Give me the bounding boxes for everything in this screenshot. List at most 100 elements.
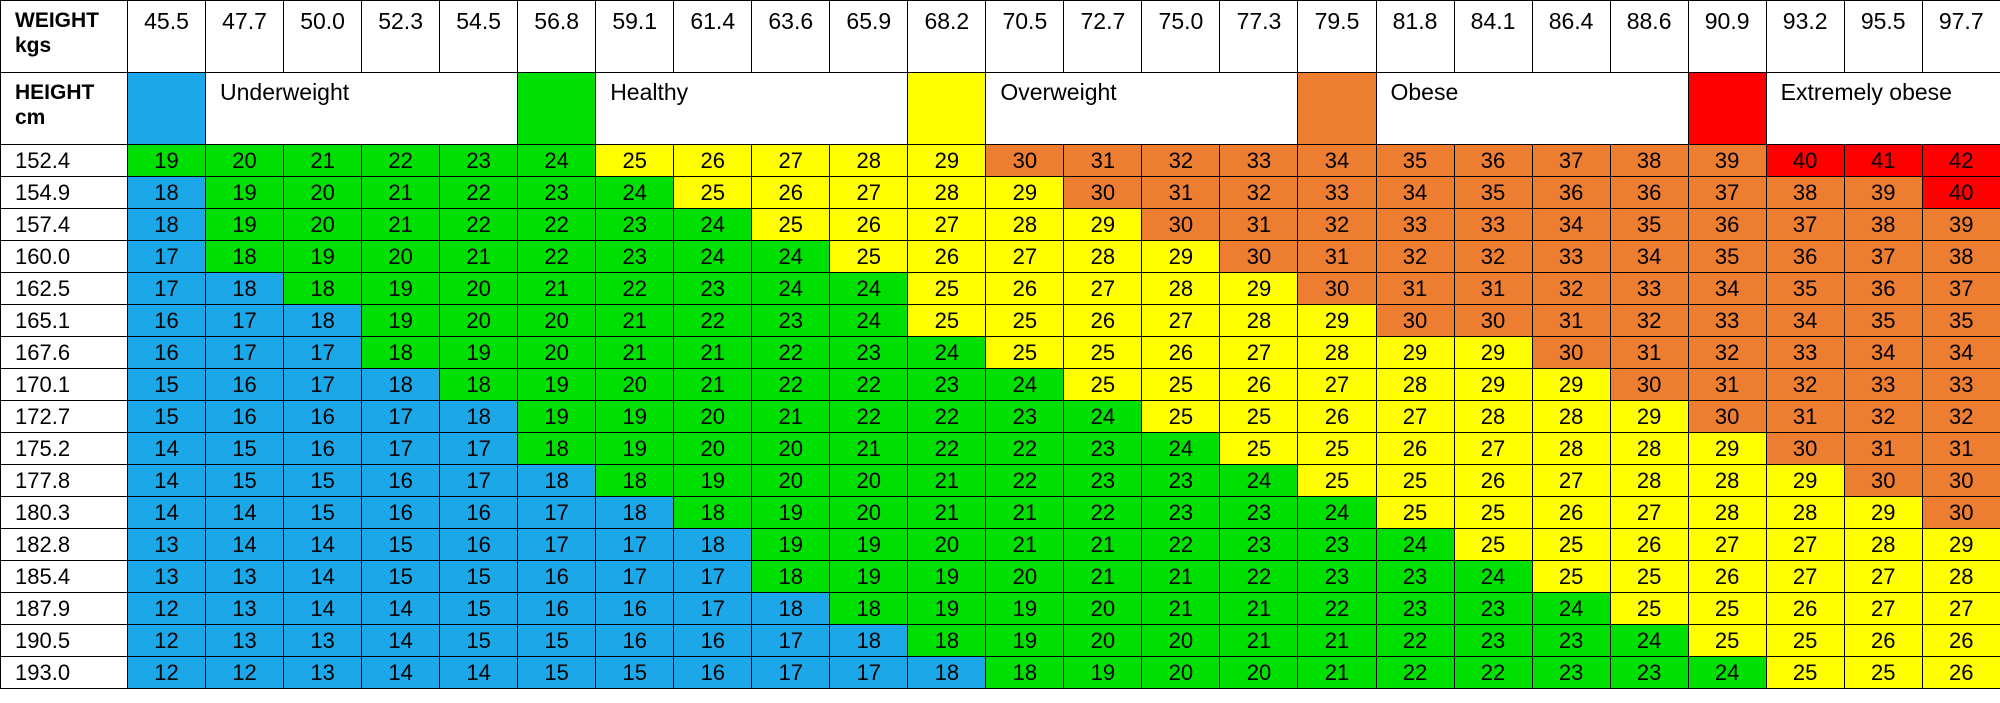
bmi-cell: 34 — [1687, 272, 1767, 305]
bmi-cell: 26 — [673, 144, 753, 177]
bmi-cell: 18 — [439, 400, 519, 433]
bmi-cell: 16 — [595, 624, 675, 657]
bmi-cell: 20 — [517, 336, 597, 369]
bmi-cell: 32 — [1609, 304, 1689, 337]
bmi-cell: 25 — [1141, 368, 1221, 401]
bmi-cell: 18 — [829, 592, 909, 625]
bmi-cell: 41 — [1843, 144, 1923, 177]
bmi-cell: 23 — [907, 368, 987, 401]
weight-tick-label: 79.5 — [1297, 0, 1377, 73]
bmi-cell: 18 — [517, 432, 597, 465]
bmi-cell: 35 — [1375, 144, 1455, 177]
bmi-cell: 20 — [283, 176, 363, 209]
bmi-cell: 17 — [361, 432, 441, 465]
bmi-cell: 22 — [1453, 656, 1533, 689]
weight-tick-label: 72.7 — [1063, 0, 1143, 73]
bmi-cell: 21 — [517, 272, 597, 305]
bmi-cell: 36 — [1843, 272, 1923, 305]
bmi-cell: 26 — [1531, 496, 1611, 529]
weight-tick-label: 54.5 — [439, 0, 519, 73]
bmi-cell: 27 — [1141, 304, 1221, 337]
bmi-cell: 28 — [1921, 560, 2000, 593]
bmi-cell: 19 — [595, 400, 675, 433]
bmi-cell: 28 — [1609, 432, 1689, 465]
bmi-cell: 29 — [1609, 400, 1689, 433]
bmi-cell: 22 — [595, 272, 675, 305]
bmi-cell: 19 — [751, 496, 831, 529]
bmi-cell: 21 — [1219, 624, 1299, 657]
bmi-cell: 31 — [1687, 368, 1767, 401]
bmi-cell: 14 — [205, 496, 285, 529]
weight-tick-label: 59.1 — [595, 0, 675, 73]
weight-tick-label: 63.6 — [751, 0, 831, 73]
bmi-cell: 14 — [126, 432, 207, 465]
bmi-cell: 33 — [1219, 144, 1299, 177]
weight-tick-label: 97.7 — [1921, 0, 2000, 73]
bmi-cell: 38 — [1921, 240, 2000, 273]
bmi-cell: 19 — [439, 336, 519, 369]
bmi-cell: 32 — [1141, 144, 1221, 177]
height-tick-label: 172.7 — [0, 400, 128, 433]
bmi-cell: 27 — [1687, 528, 1767, 561]
bmi-cell: 28 — [1219, 304, 1299, 337]
bmi-cell: 15 — [126, 400, 207, 433]
bmi-cell: 26 — [1375, 432, 1455, 465]
bmi-cell: 22 — [517, 208, 597, 241]
bmi-cell: 33 — [1765, 336, 1845, 369]
bmi-cell: 26 — [829, 208, 909, 241]
height-tick-label: 162.5 — [0, 272, 128, 305]
bmi-cell: 19 — [361, 304, 441, 337]
bmi-cell: 18 — [751, 592, 831, 625]
height-tick-label: 167.6 — [0, 336, 128, 369]
table-row: 162.5 17 18 18 19 20 21 22 23 24 24 25 26 27 28 29 30 31 3… — [0, 272, 2000, 305]
bmi-cell: 17 — [673, 592, 753, 625]
table-row: 172.7 15 16 16 17 18 19 19 20 21 22 22 23 24 25 25 26 27 2… — [0, 400, 2000, 433]
bmi-cell: 22 — [985, 464, 1065, 497]
bmi-cell: 17 — [283, 368, 363, 401]
bmi-cell: 27 — [907, 208, 987, 241]
bmi-cell: 37 — [1921, 272, 2000, 305]
bmi-cell: 25 — [1219, 432, 1299, 465]
bmi-cell: 21 — [361, 176, 441, 209]
bmi-cell: 17 — [283, 336, 363, 369]
legend-row: HEIGHT cm Underweight Healthy Overweight Ob… — [0, 72, 2000, 145]
bmi-cell: 24 — [829, 304, 909, 337]
bmi-cell: 17 — [439, 464, 519, 497]
bmi-cell: 24 — [907, 336, 987, 369]
bmi-cell: 39 — [1921, 208, 2000, 241]
bmi-cell: 18 — [907, 624, 987, 657]
bmi-cell: 35 — [1765, 272, 1845, 305]
bmi-cell: 24 — [673, 240, 753, 273]
bmi-cell: 33 — [1921, 368, 2000, 401]
bmi-cell: 31 — [1375, 272, 1455, 305]
bmi-cell: 28 — [907, 176, 987, 209]
bmi-cell: 16 — [439, 528, 519, 561]
bmi-cell: 26 — [985, 272, 1065, 305]
bmi-cell: 29 — [1297, 304, 1377, 337]
bmi-cell: 28 — [1609, 464, 1689, 497]
table-row: 182.8 13 14 14 15 16 17 17 18 19 19 20 21 21 22 23 23 24 2… — [0, 528, 2000, 561]
bmi-cell: 14 — [283, 560, 363, 593]
bmi-cell: 24 — [595, 176, 675, 209]
bmi-cell: 28 — [829, 144, 909, 177]
bmi-cell: 27 — [1843, 560, 1923, 593]
bmi-cell: 20 — [907, 528, 987, 561]
bmi-cell: 21 — [595, 336, 675, 369]
legend-label-obese: Obese — [1375, 72, 1689, 145]
legend-swatch-overweight — [907, 72, 987, 145]
legend-swatch-obese — [1297, 72, 1377, 145]
legend-swatch-underweight — [126, 72, 207, 145]
bmi-cell: 23 — [751, 304, 831, 337]
bmi-cell: 24 — [1063, 400, 1143, 433]
bmi-cell: 14 — [283, 592, 363, 625]
bmi-cell: 22 — [361, 144, 441, 177]
bmi-cell: 22 — [1063, 496, 1143, 529]
bmi-cell: 28 — [1531, 432, 1611, 465]
bmi-cell: 18 — [126, 208, 207, 241]
bmi-cell: 31 — [1765, 400, 1845, 433]
bmi-cell: 32 — [1843, 400, 1923, 433]
bmi-cell: 25 — [907, 272, 987, 305]
bmi-cell: 16 — [673, 624, 753, 657]
bmi-cell: 22 — [751, 368, 831, 401]
